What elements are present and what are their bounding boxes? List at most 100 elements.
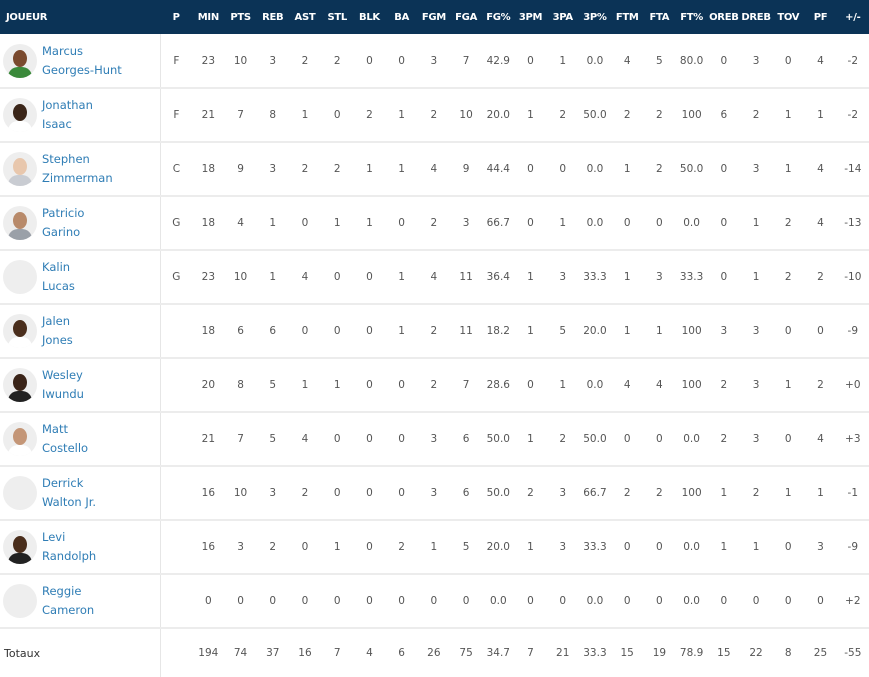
player-last-name[interactable]: Walton Jr. xyxy=(42,495,97,509)
stat-ba: 1 xyxy=(398,163,405,175)
player-name-link[interactable]: Derrick Walton Jr. xyxy=(42,474,96,512)
stat-3p-pct: 33.3 xyxy=(583,541,607,553)
column-header-fg-pct[interactable]: FG% xyxy=(486,11,511,23)
stat-fgm: 3 xyxy=(430,54,438,67)
total-fga: 75 xyxy=(459,647,473,659)
player-name-link[interactable]: Wesley Iwundu xyxy=(42,366,84,404)
player-name-link[interactable]: Kalin Lucas xyxy=(42,258,75,296)
player-last-name[interactable]: Cameron xyxy=(42,603,95,617)
stat-fga: 11 xyxy=(459,325,473,337)
column-header-ast[interactable]: AST xyxy=(294,11,316,23)
stat-p: F xyxy=(173,54,180,67)
player-last-name[interactable]: Lucas xyxy=(42,279,75,293)
stat-fgm: 3 xyxy=(430,433,438,445)
column-header-fga[interactable]: FGA xyxy=(455,11,478,23)
column-header-tov[interactable]: TOV xyxy=(777,11,800,23)
column-header-fta[interactable]: FTA xyxy=(649,11,670,23)
stat-plus-minus: +3 xyxy=(845,433,861,445)
stat-3pm: 0 xyxy=(527,163,534,175)
player-last-name[interactable]: Iwundu xyxy=(42,387,84,401)
stat-min: 23 xyxy=(201,271,216,283)
player-name-link[interactable]: Reggie Cameron xyxy=(42,582,94,620)
player-name-link[interactable]: Marcus Georges-Hunt xyxy=(42,42,122,80)
stat-oreb: 0 xyxy=(720,163,728,175)
stat-oreb: 3 xyxy=(720,325,728,337)
stat-3pa: 1 xyxy=(559,217,567,229)
total-fta: 19 xyxy=(652,647,667,659)
player-first-name[interactable]: Kalin xyxy=(42,260,71,274)
column-header-3pm[interactable]: 3PM xyxy=(518,11,543,23)
player-first-name[interactable]: Derrick xyxy=(42,476,84,490)
column-header-joueur[interactable]: JOUEUR xyxy=(6,11,48,23)
stat-3pm: 2 xyxy=(527,487,534,499)
column-header-blk[interactable]: BLK xyxy=(359,11,380,23)
player-last-name[interactable]: Jones xyxy=(42,333,73,347)
player-cell: Derrick Walton Jr. xyxy=(0,466,161,520)
column-header-ft-pct[interactable]: FT% xyxy=(680,11,703,23)
column-header-3p-pct[interactable]: 3P% xyxy=(583,11,607,23)
player-first-name[interactable]: Matt xyxy=(42,422,68,436)
stat-dreb: 1 xyxy=(752,271,760,283)
stat-ftm: 0 xyxy=(623,541,631,553)
player-last-name[interactable]: Zimmerman xyxy=(42,171,113,185)
player-first-name[interactable]: Patricio xyxy=(42,206,85,220)
column-header-ftm[interactable]: FTM xyxy=(615,11,639,23)
column-header-p[interactable]: P xyxy=(172,11,180,23)
column-header-ba[interactable]: BA xyxy=(394,11,410,23)
player-last-name[interactable]: Isaac xyxy=(42,117,72,131)
stat-oreb: 2 xyxy=(720,379,728,391)
player-first-name[interactable]: Levi xyxy=(42,530,66,544)
player-avatar xyxy=(3,206,37,240)
stat-3pa: 3 xyxy=(559,541,567,553)
player-name-link[interactable]: Matt Costello xyxy=(42,420,88,458)
column-header-stl[interactable]: STL xyxy=(327,11,347,23)
stat-ba: 0 xyxy=(398,487,405,499)
player-last-name[interactable]: Costello xyxy=(42,441,89,455)
column-header-pf[interactable]: PF xyxy=(813,11,828,23)
stat-tov: 1 xyxy=(784,109,792,121)
column-header-fgm[interactable]: FGM xyxy=(421,11,446,23)
player-name-link[interactable]: Stephen Zimmerman xyxy=(42,150,113,188)
stat-p: G xyxy=(172,271,181,283)
stat-plus-minus: +0 xyxy=(845,379,861,391)
stat-oreb: 6 xyxy=(720,109,728,121)
column-header-oreb[interactable]: OREB xyxy=(709,11,739,23)
player-cell: Levi Randolph xyxy=(0,520,161,574)
column-header-pts[interactable]: PTS xyxy=(230,11,251,23)
stat-p xyxy=(160,520,192,574)
player-last-name[interactable]: Randolph xyxy=(42,549,97,563)
player-cell: Kalin Lucas xyxy=(0,250,161,304)
player-last-name[interactable]: Georges-Hunt xyxy=(42,62,122,77)
stat-3pm: 0 xyxy=(527,217,534,229)
player-first-name[interactable]: Reggie xyxy=(42,584,82,598)
stat-ba: 1 xyxy=(398,271,405,283)
player-last-name[interactable]: Garino xyxy=(42,225,81,239)
column-header-dreb[interactable]: DREB xyxy=(741,11,771,23)
player-first-name[interactable]: Jalen xyxy=(42,314,70,328)
player-name-link[interactable]: Levi Randolph xyxy=(42,528,96,566)
player-name-link[interactable]: Patricio Garino xyxy=(42,204,84,242)
player-cell: Patricio Garino xyxy=(0,196,161,250)
total-plus-minus: -55 xyxy=(844,647,862,659)
total-fgm: 26 xyxy=(427,647,441,659)
stat-fta: 4 xyxy=(656,379,663,391)
player-first-name[interactable]: Marcus xyxy=(42,43,84,58)
stat-fg-pct: 66.7 xyxy=(486,217,510,229)
stat-stl: 2 xyxy=(333,163,341,175)
stat-oreb: 0 xyxy=(720,54,728,67)
stat-reb: 1 xyxy=(269,217,277,229)
total-fg-pct: 34.7 xyxy=(486,647,510,659)
column-header-plus-minus[interactable]: +/- xyxy=(845,11,861,23)
column-header-min[interactable]: MIN xyxy=(197,11,219,23)
player-name-link[interactable]: Jonathan Isaac xyxy=(42,96,93,134)
player-first-name[interactable]: Stephen xyxy=(42,152,90,166)
player-name-link[interactable]: Jalen Jones xyxy=(42,312,73,350)
column-header-reb[interactable]: REB xyxy=(262,11,284,23)
column-header-3pa[interactable]: 3PA xyxy=(552,11,574,23)
stat-fta: 0 xyxy=(656,217,663,229)
stat-pf: 2 xyxy=(817,271,824,283)
player-first-name[interactable]: Wesley xyxy=(42,368,83,382)
stat-tov: 1 xyxy=(784,487,792,499)
player-first-name[interactable]: Jonathan xyxy=(42,98,93,112)
stat-blk: 0 xyxy=(366,487,373,499)
